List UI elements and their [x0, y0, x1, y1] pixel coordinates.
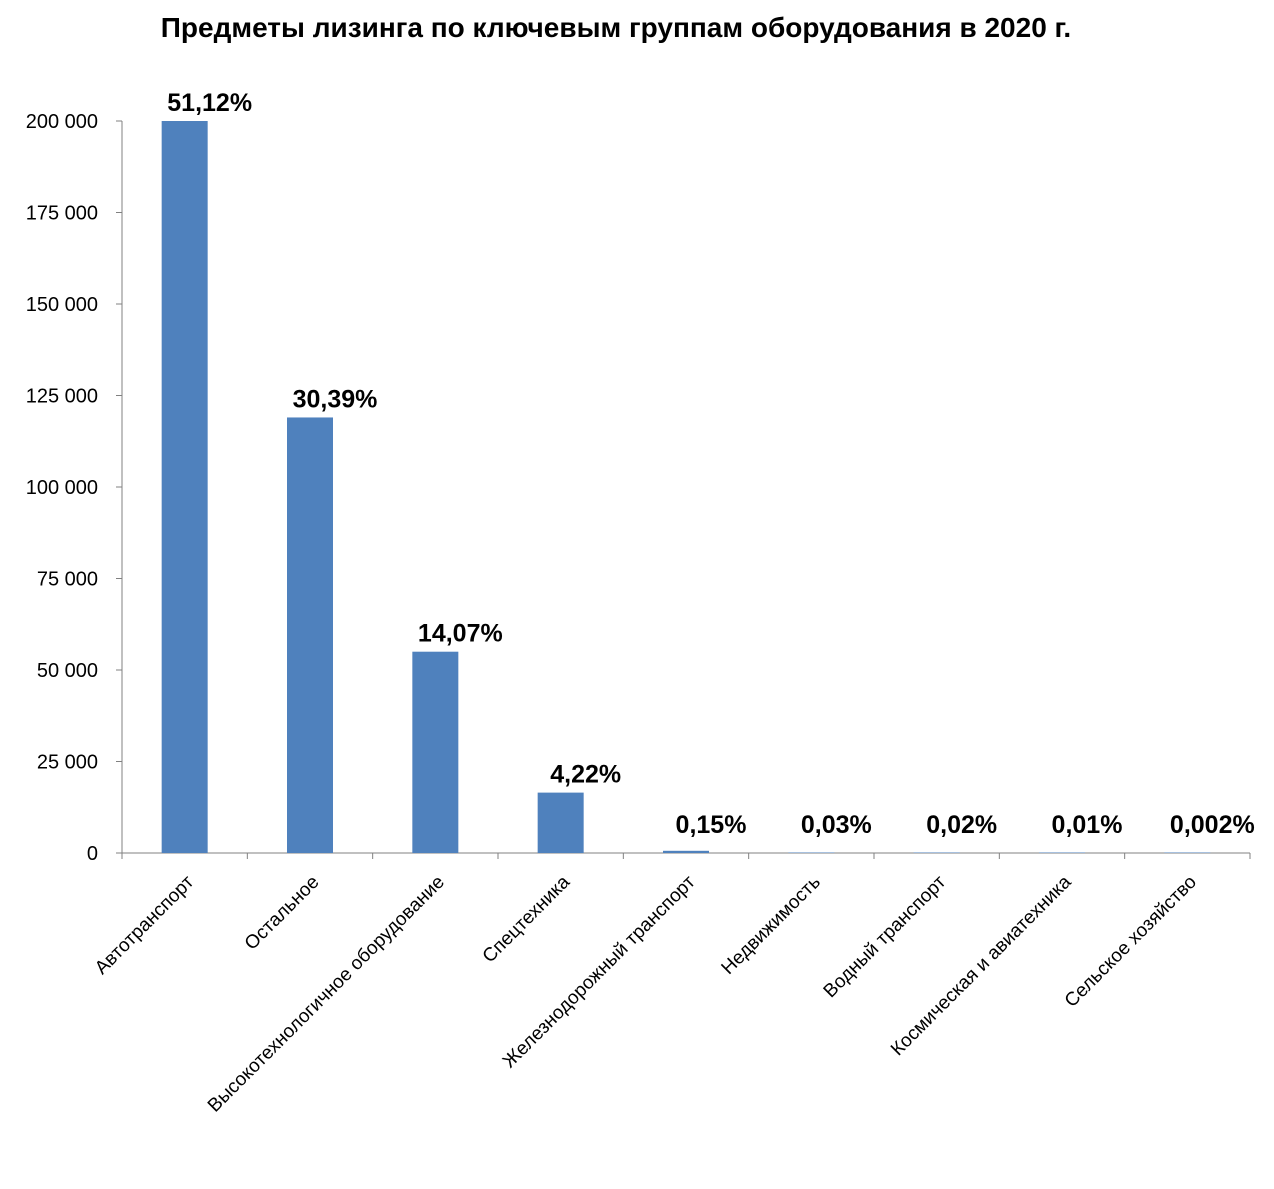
x-tick-label: Остальное	[241, 872, 324, 955]
data-label: 4,22%	[550, 761, 621, 789]
data-label: 14,07%	[418, 620, 503, 648]
bar	[287, 417, 333, 853]
bar	[1164, 852, 1211, 853]
data-label: 0,15%	[676, 811, 747, 839]
data-label: 0,002%	[1170, 811, 1255, 839]
x-tick-label: Высокотехнологичное оборудование	[204, 872, 449, 1117]
bar	[788, 852, 835, 853]
x-tick-labels: Автотранспорт ОстальноеВысокотехнологично…	[91, 871, 1201, 1116]
data-label: 0,01%	[1052, 811, 1123, 839]
bar	[412, 651, 459, 853]
chart-title: Предметы лизинга по ключевым группам обо…	[160, 12, 1072, 43]
data-label: 0,02%	[926, 811, 997, 839]
y-tick-label: 200 000	[26, 111, 98, 133]
bar	[537, 792, 584, 853]
x-axis	[121, 852, 1251, 859]
bar	[663, 850, 709, 853]
y-tick-label: 75 000	[37, 569, 98, 591]
y-axis: 0 25 000 50 000 75 000 100 000 125 000 150 000…	[26, 111, 123, 865]
y-tick-label: 25 000	[37, 752, 98, 774]
y-tick-label: 150 000	[26, 294, 98, 316]
y-tick-label: 50 000	[37, 660, 98, 682]
data-labels: 51,12% 30,39% 14,07% 4,22% 0,15% 0,03% 0,02% 0,…	[167, 89, 1254, 839]
x-tick-label: Спецтехника	[479, 871, 575, 967]
x-tick-label: Водный транспорт	[820, 871, 951, 1002]
x-tick-label: Автотранспорт	[91, 871, 198, 978]
y-tick-label: 125 000	[26, 386, 98, 408]
bar	[1039, 852, 1085, 853]
bar	[161, 121, 208, 853]
bar	[913, 852, 960, 853]
y-tick-label: 0	[87, 843, 98, 865]
y-tick-label: 175 000	[26, 203, 98, 225]
data-label: 30,39%	[293, 385, 378, 413]
data-label: 51,12%	[167, 89, 252, 117]
x-tick-label: Сельское хозяйство	[1061, 872, 1201, 1012]
data-label: 0,03%	[801, 811, 872, 839]
x-tick-label: Недвижимость	[718, 872, 825, 979]
y-tick-label: 100 000	[26, 477, 98, 499]
bars	[161, 121, 1211, 853]
